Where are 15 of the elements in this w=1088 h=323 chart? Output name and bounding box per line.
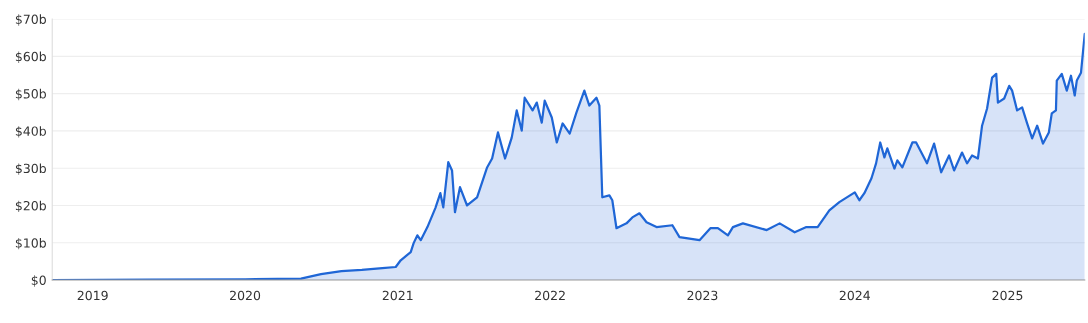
y-tick-label: $40b	[15, 126, 46, 138]
x-tick-label: 2021	[382, 290, 413, 301]
y-tick-label: $0	[31, 275, 46, 287]
x-tick-label: 2022	[535, 290, 565, 301]
x-tick-label: 2023	[687, 290, 718, 301]
x-tick-label: 2019	[77, 290, 108, 301]
y-tick-label: $20b	[15, 200, 46, 213]
y-tick-label: $60b	[15, 51, 46, 63]
y-tick-label: $10b	[15, 238, 46, 250]
y-tick-label: $50b	[15, 88, 46, 101]
x-tick-label: 2024	[839, 290, 870, 301]
y-tick-label: $30b	[15, 163, 46, 175]
y-tick-label: $70b	[15, 14, 46, 26]
x-tick-label: 2025	[992, 290, 1023, 301]
x-tick-label: 2020	[230, 290, 261, 301]
